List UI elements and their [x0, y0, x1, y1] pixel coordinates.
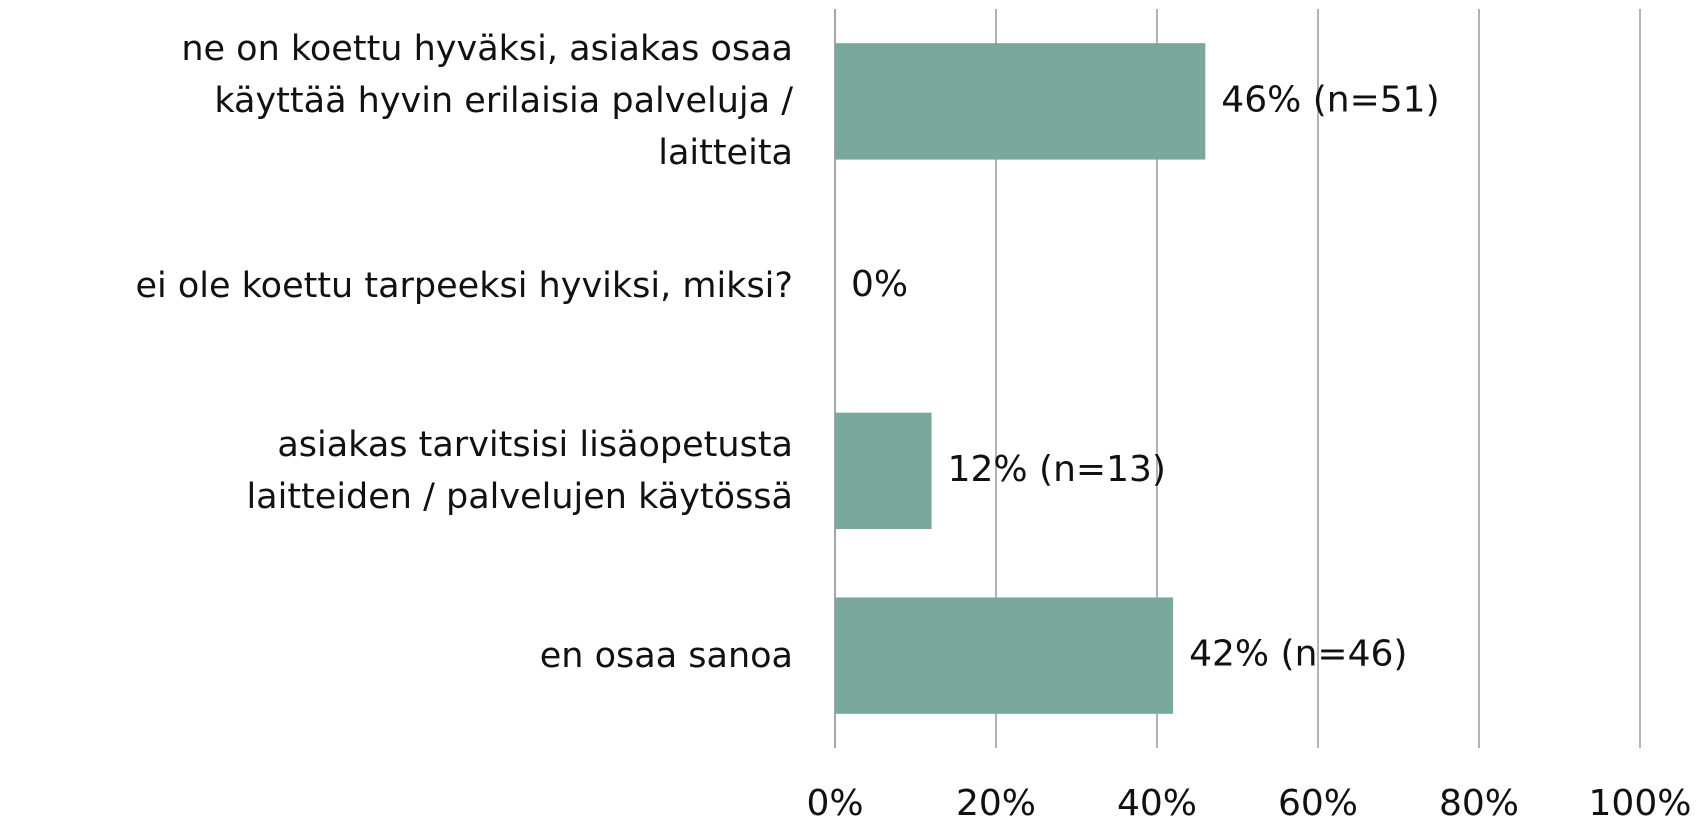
- x-tick-label: 60%: [1278, 783, 1358, 824]
- data-label: 46% (n=51): [1221, 79, 1439, 120]
- bar: [835, 412, 932, 530]
- x-tick-label: 20%: [956, 783, 1036, 824]
- category-label: asiakas tarvitsisi lisäopetusta laitteid…: [8, 379, 793, 564]
- category-label: en osaa sanoa: [8, 563, 793, 748]
- category-text: ne on koettu hyväksi, asiakas osaa käytt…: [181, 29, 793, 174]
- data-label: 12% (n=13): [948, 449, 1166, 490]
- bar: [835, 43, 1206, 160]
- data-label: 42% (n=46): [1189, 634, 1407, 675]
- bar: [835, 597, 1174, 714]
- data-label: 0%: [851, 264, 908, 305]
- category-label: ei ole koettu tarpeeksi hyviksi, miksi?: [8, 194, 793, 379]
- category-text: asiakas tarvitsisi lisäopetusta laitteid…: [246, 424, 793, 517]
- x-tick-label: 0%: [806, 783, 863, 824]
- x-tick-label: 80%: [1439, 783, 1519, 824]
- category-label: ne on koettu hyväksi, asiakas osaa käytt…: [8, 9, 793, 194]
- x-tick-label: 100%: [1589, 783, 1692, 824]
- x-tick-label: 40%: [1117, 783, 1197, 824]
- category-text: ei ole koettu tarpeeksi hyviksi, miksi?: [135, 266, 793, 307]
- category-text: en osaa sanoa: [539, 635, 793, 676]
